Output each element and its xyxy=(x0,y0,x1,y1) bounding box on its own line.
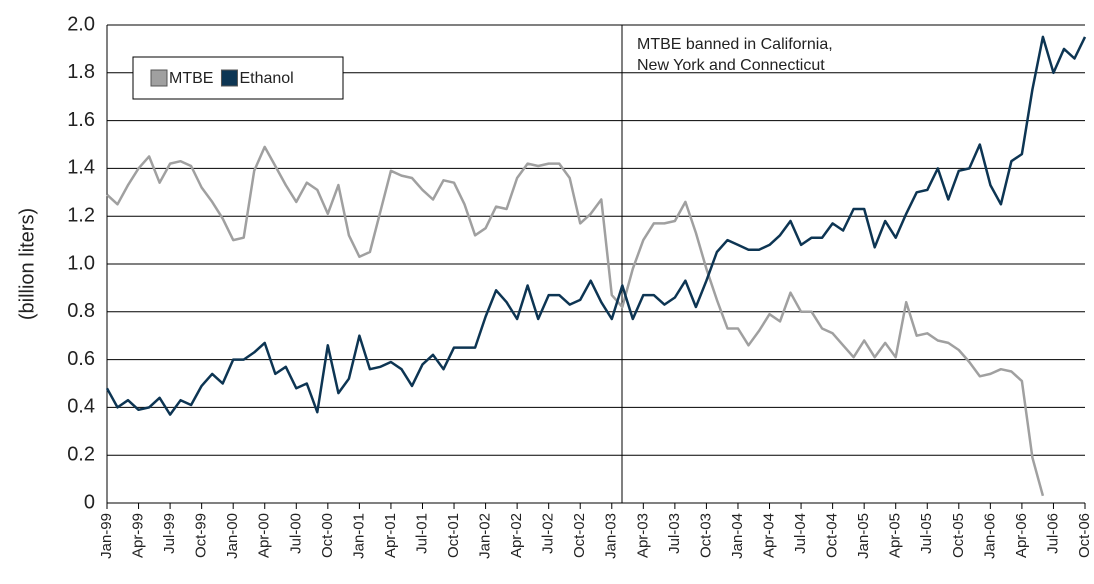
x-tick-label: Apr-00 xyxy=(256,513,273,558)
x-tick-label: Apr-03 xyxy=(634,513,651,558)
x-tick-label: Jan-06 xyxy=(981,513,998,559)
y-tick-label: 2.0 xyxy=(67,13,95,35)
annotation-text: MTBE banned in California, xyxy=(637,36,833,53)
x-tick-label: Jul-99 xyxy=(161,513,178,554)
x-tick-label: Apr-05 xyxy=(887,513,904,558)
x-tick-label: Apr-01 xyxy=(382,513,399,558)
x-tick-label: Apr-06 xyxy=(1013,513,1030,558)
x-tick-label: Jan-05 xyxy=(855,513,872,559)
data-line xyxy=(106,145,1045,497)
y-tick-label: 1.4 xyxy=(67,157,95,179)
x-tick-label: Jan-99 xyxy=(98,513,115,559)
x-tick-label: Oct-06 xyxy=(1076,513,1093,558)
x-tick-label: Jan-02 xyxy=(477,513,494,559)
y-tick-label: 0.6 xyxy=(67,348,95,370)
x-tick-label: Jul-03 xyxy=(666,513,683,554)
x-tick-label: Jan-00 xyxy=(224,513,241,559)
x-tick-label: Oct-00 xyxy=(319,513,336,558)
x-tick-label: Oct-99 xyxy=(193,513,210,558)
x-tick-label: Apr-99 xyxy=(130,513,147,558)
y-tick-label: 0.8 xyxy=(67,300,95,322)
x-tick-label: Jul-06 xyxy=(1044,513,1061,554)
x-tick-label: Jul-02 xyxy=(540,513,557,554)
legend-label: Ethanol xyxy=(239,70,293,87)
legend-swatch xyxy=(150,69,168,87)
x-tick-label: Jul-05 xyxy=(918,513,935,554)
y-tick-label: 1.8 xyxy=(67,61,95,83)
x-tick-label: Oct-02 xyxy=(571,513,588,558)
x-tick-label: Jan-03 xyxy=(603,513,620,559)
x-tick-label: Jan-04 xyxy=(729,513,746,559)
y-tick-label: 0.4 xyxy=(67,396,95,418)
x-tick-label: Jan-01 xyxy=(350,513,367,559)
x-tick-label: Oct-03 xyxy=(697,513,714,558)
data-line xyxy=(105,35,1087,416)
x-tick-label: Oct-01 xyxy=(445,513,462,558)
annotation-text: New York and Connecticut xyxy=(637,57,825,74)
y-tick-label: 1.2 xyxy=(67,204,95,226)
x-tick-label: Jul-01 xyxy=(413,513,430,554)
y-tick-label: 0.2 xyxy=(67,443,95,465)
y-tick-label: 0 xyxy=(84,491,95,513)
x-tick-label: Apr-02 xyxy=(508,513,525,558)
x-tick-label: Oct-04 xyxy=(824,513,841,558)
x-tick-label: Apr-04 xyxy=(760,513,777,558)
y-tick-label: 1.0 xyxy=(67,252,95,274)
legend-swatch xyxy=(220,69,238,87)
y-axis-label: (billion liters) xyxy=(16,208,38,320)
x-tick-label: Jul-04 xyxy=(792,513,809,554)
x-tick-label: Jul-00 xyxy=(287,513,304,554)
x-tick-label: Oct-05 xyxy=(950,513,967,558)
legend-label: MTBE xyxy=(169,70,213,87)
legend-box xyxy=(132,56,344,100)
y-tick-label: 1.6 xyxy=(67,109,95,131)
